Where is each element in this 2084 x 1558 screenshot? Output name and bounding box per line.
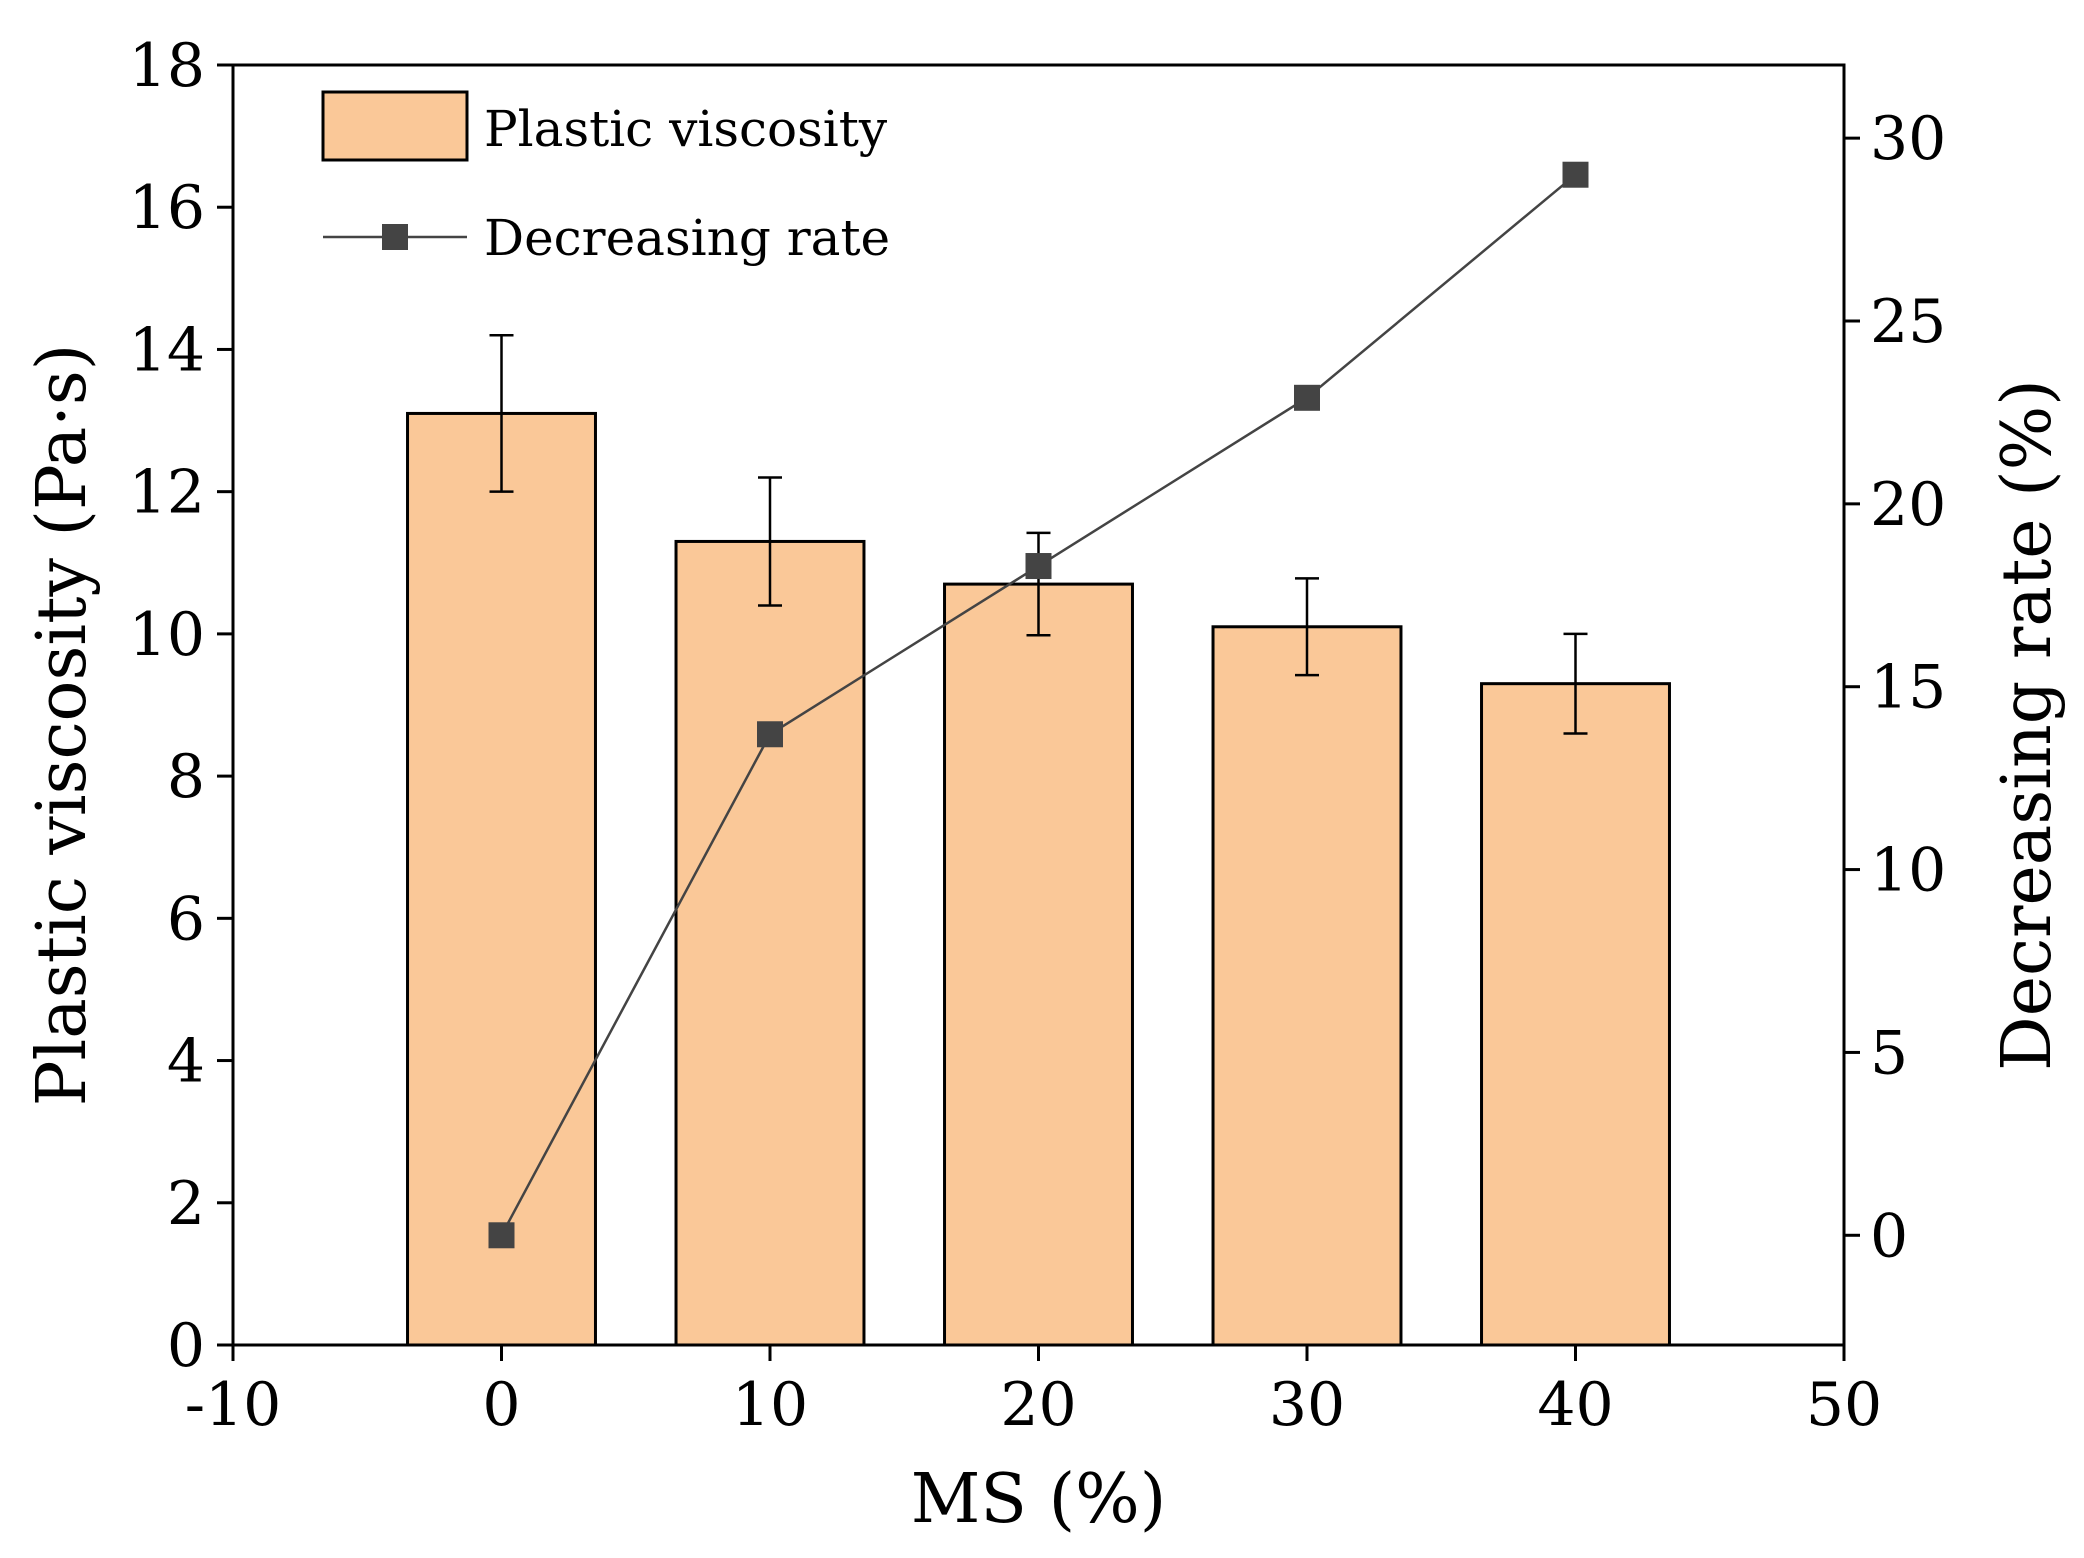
x-tick-label: 40	[1537, 1370, 1613, 1440]
y-left-tick-label: 16	[129, 173, 205, 243]
y-right-tick-label: 20	[1870, 470, 1946, 540]
x-tick-label: 0	[482, 1370, 520, 1440]
x-tick-label: 50	[1806, 1370, 1882, 1440]
x-tick-label: 20	[1000, 1370, 1076, 1440]
x-axis-title: MS (%)	[911, 1460, 1167, 1539]
y-left-tick-label: 18	[129, 31, 205, 101]
legend-label-decreasing-rate: Decreasing rate	[484, 209, 890, 267]
y-right-tick-label: 5	[1870, 1018, 1908, 1088]
legend: Plastic viscosity Decreasing rate	[321, 90, 890, 267]
bar	[943, 582, 1134, 1347]
y-right-tick-label: 15	[1870, 653, 1946, 723]
y-right-tick-label: 25	[1870, 287, 1946, 357]
y-left-tick-label: 2	[167, 1169, 205, 1239]
decreasing-rate-marker	[757, 721, 783, 748]
error-bar	[758, 476, 782, 607]
legend-label-plastic-viscosity: Plastic viscosity	[484, 100, 888, 158]
error-bar	[1026, 531, 1051, 637]
y-left-tick-label: 12	[129, 458, 205, 528]
error-bar	[489, 333, 514, 493]
bar	[1480, 682, 1671, 1347]
bar	[1211, 625, 1403, 1347]
decreasing-rate-marker	[1562, 161, 1589, 188]
decreasing-rate-marker	[1025, 553, 1052, 580]
y-left-tick-label: 6	[167, 884, 205, 954]
axes-layer: -10 0 10 20 30 40 5002468101214161805101520253…	[129, 31, 1947, 1440]
x-tick-label: 30	[1269, 1370, 1345, 1440]
y-left-tick-label: 8	[167, 742, 205, 812]
y-axis-left-title: Plastic viscosity (Pa·s)	[23, 344, 102, 1107]
y-left-tick-label: 0	[167, 1311, 205, 1381]
error-bar	[1563, 632, 1588, 735]
x-tick-label: 10	[732, 1370, 808, 1440]
y-right-tick-label: 30	[1870, 104, 1946, 174]
x-tick-label: -10	[185, 1370, 282, 1440]
legend-bar-swatch	[321, 90, 469, 162]
legend-marker-swatch	[382, 224, 408, 250]
y-axis-right-title: Decreasing rate (%)	[1988, 379, 2067, 1071]
bar	[674, 539, 866, 1347]
y-left-tick-label: 4	[167, 1027, 205, 1097]
bar	[406, 411, 597, 1347]
y-left-tick-label: 10	[129, 600, 205, 670]
decreasing-rate-marker	[1294, 384, 1320, 411]
y-right-tick-label: 10	[1870, 836, 1946, 906]
decreasing-rate-marker	[488, 1222, 515, 1249]
y-right-tick-label: 0	[1870, 1201, 1908, 1271]
plot-layer	[406, 161, 1671, 1347]
y-left-tick-label: 14	[129, 315, 205, 385]
error-bar	[1295, 577, 1319, 677]
